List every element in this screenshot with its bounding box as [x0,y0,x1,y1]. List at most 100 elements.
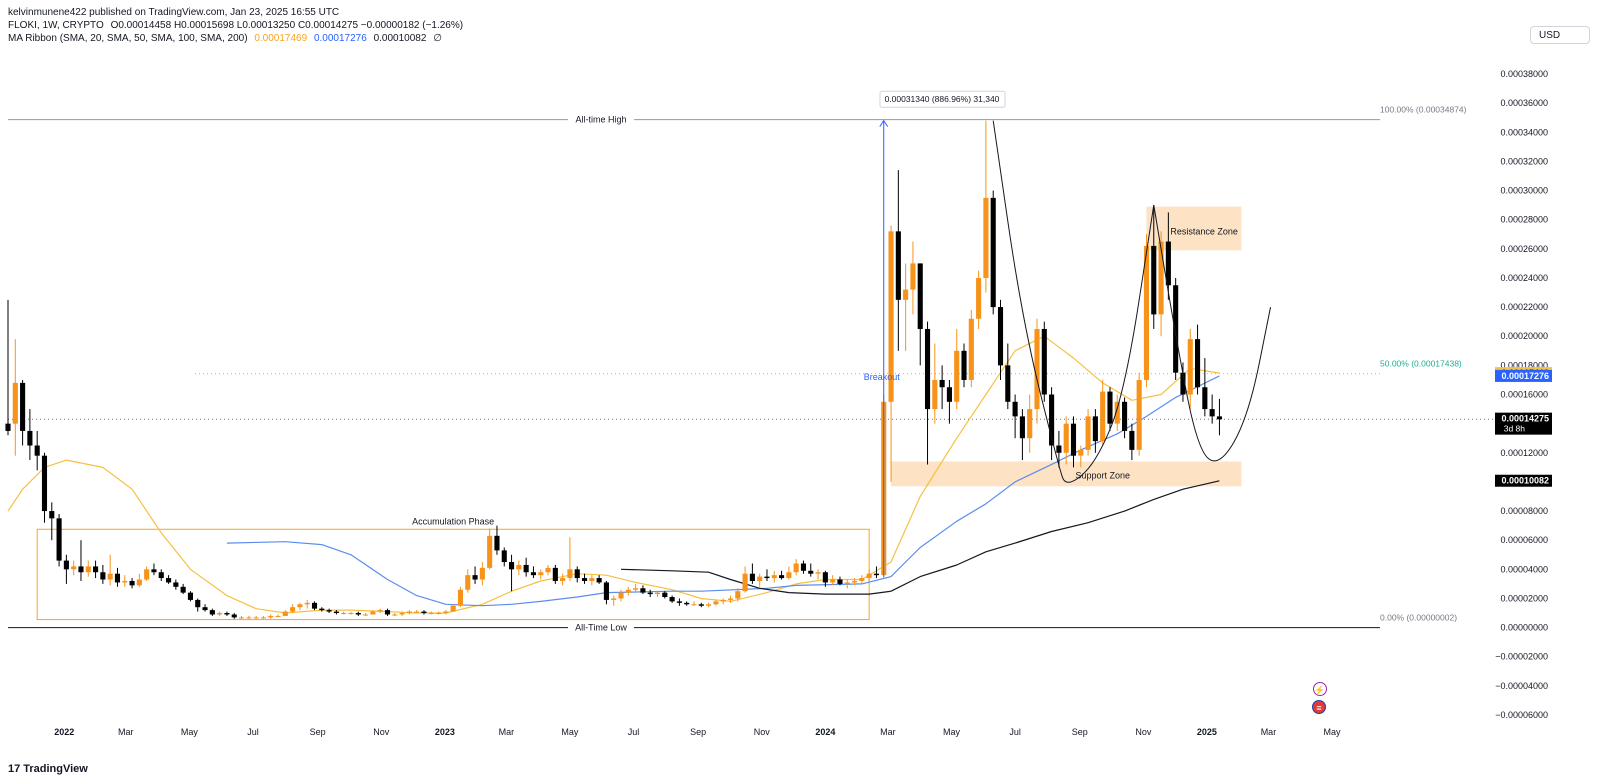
candle-body [939,379,945,388]
candle-body [830,579,836,583]
publisher-line: kelvinmunene422 published on TradingView… [8,7,340,18]
candle-body [910,263,916,290]
symbol-name[interactable]: FLOKI, 1W, CRYPTO [8,20,104,31]
x-tick-label: May [181,727,199,737]
candle [508,554,515,592]
candle-body [757,576,763,581]
fib-0-label: 0.00% (0.00000002) [1380,613,1457,623]
candle-body [538,572,544,576]
candle [78,540,84,581]
candle-body [173,582,179,587]
candle-body [348,613,354,615]
candle [1085,409,1091,456]
tradingview-logo-icon[interactable]: 17 TradingView [8,763,88,775]
candle-body [297,604,303,608]
candle [910,241,916,315]
candle [691,601,697,606]
candle-body [1019,416,1025,439]
candle-body [735,591,741,599]
x-tick-label: Sep [1072,727,1088,737]
candle [12,339,18,456]
x-tick-label: May [561,727,579,737]
candle [939,365,945,410]
candle [158,569,164,581]
candle-body [618,592,624,599]
candle-body [5,423,11,431]
candle-body [961,350,967,380]
y-tick-label: 0.00016000 [1500,390,1548,400]
candle [100,564,106,584]
candle-body [859,578,865,581]
candle-body [428,613,434,615]
candle [779,570,785,580]
candle [479,562,485,586]
atl-label-bg [568,621,634,634]
candle [968,310,974,388]
reference-lines-layer [8,119,1495,629]
x-axis[interactable]: 2022 Mar May Jul Sep Nov 2023 Mar May Jul Sep Nov 20… [54,727,1341,737]
support-label: Support Zone [1075,470,1130,480]
x-tick-label: Sep [310,727,326,737]
lightning-event-icon[interactable]: ⚡ [1313,682,1327,696]
candle [195,598,201,612]
ma200-value: ∅ [433,33,442,44]
cup-2-curve [1153,205,1272,462]
candle [202,604,208,612]
candle [574,566,580,583]
candle [1005,343,1011,410]
ma-ribbon-label[interactable]: MA Ribbon (SMA, 20, SMA, 50, SMA, 100, S… [8,33,248,44]
candle-body [34,445,40,456]
ma50-line [226,375,1220,607]
currency-button[interactable]: USD [1530,26,1590,44]
candle [1078,445,1084,468]
measure-arrow-head [879,119,889,127]
candle-body [472,575,478,580]
countdown-label: 3d 8h [1504,424,1526,434]
candle-body [384,610,391,615]
candle-body [669,597,675,602]
candle-body [764,576,770,579]
candle [647,589,653,598]
candle [231,613,237,619]
y-axis[interactable]: 0.00038000 0.00036000 0.00034000 0.00032000… [1495,69,1548,720]
candle-body [341,613,347,615]
candle-body [727,598,734,600]
candle [494,525,500,555]
candle-body [596,578,602,583]
candle [1216,398,1223,436]
candle [246,615,252,619]
candle-body [231,614,237,618]
candle-body [983,197,989,278]
price-label-bg [1495,412,1552,435]
candle-body [158,572,164,579]
candle [895,170,901,351]
candle [1034,318,1040,424]
candle [706,602,712,608]
candle-body [654,592,661,595]
candle-body [443,611,449,614]
candle-body [1202,387,1208,410]
price-label-text: 0.00014275 [1501,414,1549,424]
candle [443,610,449,615]
candle [932,343,938,424]
x-tick-label: Jul [1009,727,1021,737]
candle-body [1005,365,1011,402]
cup-1-curve [992,120,1155,483]
candle [1194,324,1201,395]
candle-body [1136,379,1142,450]
candle [1122,397,1128,439]
x-tick-label: Nov [1135,727,1152,737]
candle [217,611,223,616]
us-flag-event-icon[interactable]: ≡ [1312,700,1326,714]
candle [406,610,412,615]
candle-body [27,430,33,446]
candle [589,575,595,586]
candle [107,554,113,586]
candle [238,615,245,619]
curves-layer [992,120,1272,483]
candle-body [581,578,588,581]
x-tick-label: Mar [880,727,896,737]
candle [997,299,1004,380]
candles-layer [5,120,1223,619]
